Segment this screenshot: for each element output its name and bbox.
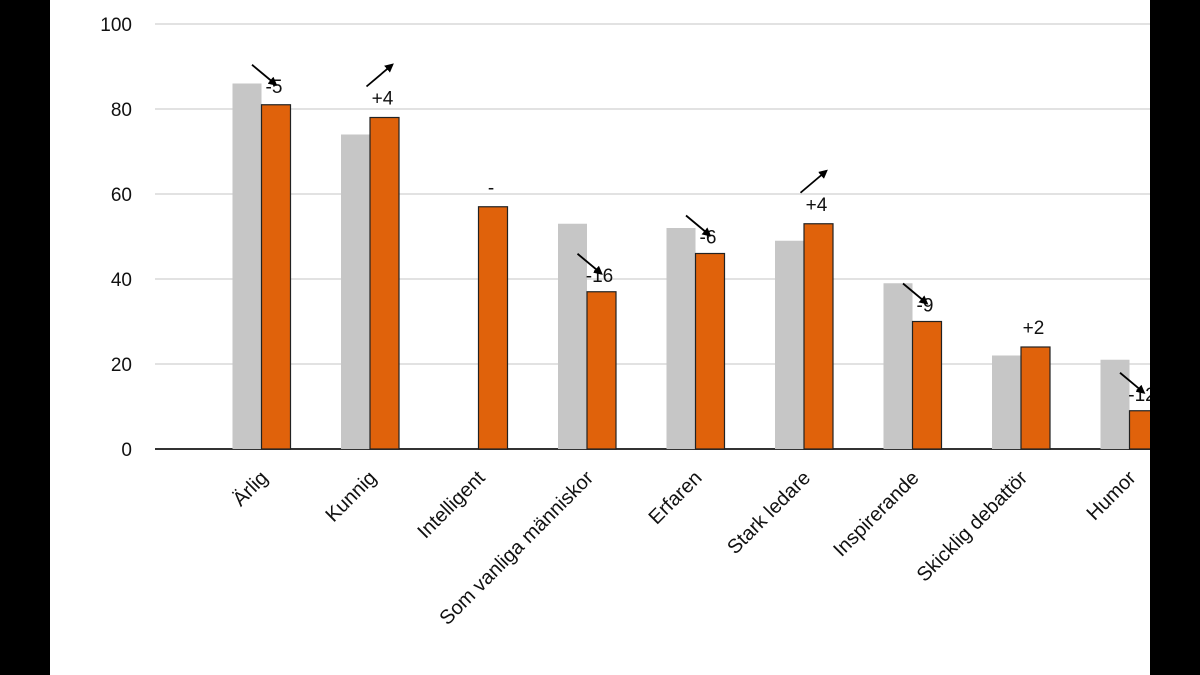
change-label: +4 [806,195,828,216]
bar-current [1128,410,1150,450]
y-tick-label: 20 [111,355,132,376]
x-category-label: Humor [1083,467,1141,525]
bar-previous [992,355,1021,449]
y-tick-label: 100 [100,15,132,36]
bar-previous [666,228,696,449]
change-label: +4 [372,89,394,110]
x-category-label: Skicklig debattör [913,467,1033,587]
bar-chart: 0 20 40 60 80 100 -5 Ärlig +4 Kunnig - Intelligent -… [100,15,1150,630]
up-arrow-icon [365,63,394,88]
down-arrow-icon [685,214,712,237]
y-tick-label: 80 [111,100,132,121]
change-label: +2 [1023,318,1045,339]
up-arrow-icon [799,169,828,194]
bar-current [911,320,943,450]
bar-previous [1100,359,1130,449]
bar-previous [883,283,913,449]
change-label: -16 [586,266,613,287]
change-label: -5 [266,77,283,98]
x-category-label: Kunnig [321,467,381,527]
change-label: -9 [917,296,934,317]
x-category-label: Inspirerande [829,467,923,561]
x-category-label: Erfaren [645,467,707,529]
bar-previous [341,134,370,449]
bar-current [694,252,726,450]
bar-previous [558,223,587,449]
down-arrow-icon [576,253,603,275]
bar-current [477,206,509,450]
bar-current [369,116,400,450]
down-arrow-icon [1119,372,1146,394]
x-category-label: Stark ledare [723,467,815,559]
down-arrow-icon [251,64,278,86]
bar-previous [232,83,262,449]
bar-current [586,291,617,450]
change-label: -6 [700,228,717,249]
x-category-label: Ärlig [229,467,273,511]
bar-current [803,223,834,450]
y-tick-label: 60 [111,185,132,206]
x-category-label: Intelligent [413,467,489,543]
y-tick-label: 40 [111,270,132,291]
down-arrow-icon [902,282,929,305]
bar-current [260,104,292,450]
change-label: - [488,178,494,199]
bar-previous [775,240,804,449]
chart-panel: 0 20 40 60 80 100 -5 Ärlig +4 Kunnig - Intelligent -… [50,0,1150,675]
y-tick-label: 0 [121,440,132,461]
bar-current [1020,346,1051,450]
